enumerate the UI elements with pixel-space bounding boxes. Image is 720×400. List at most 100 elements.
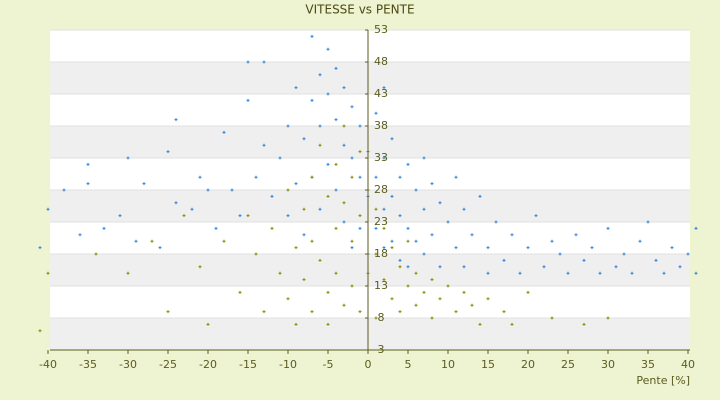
point — [182, 214, 186, 218]
point — [526, 290, 530, 294]
point — [422, 207, 426, 211]
point — [438, 265, 442, 269]
point — [446, 284, 450, 288]
point — [614, 265, 618, 269]
point — [334, 226, 338, 230]
point — [198, 175, 202, 179]
point — [326, 322, 330, 326]
point — [630, 271, 634, 275]
x-tick-label: 10 — [441, 358, 455, 371]
point — [558, 252, 562, 256]
point — [430, 233, 434, 237]
point — [382, 246, 386, 250]
point — [310, 175, 314, 179]
point — [310, 98, 314, 102]
point — [654, 258, 658, 262]
point — [310, 310, 314, 314]
point — [46, 207, 50, 211]
point — [262, 310, 266, 314]
point — [350, 156, 354, 160]
point — [238, 214, 242, 218]
point — [174, 201, 178, 205]
grid-band — [50, 126, 690, 158]
point — [318, 124, 322, 128]
point — [358, 214, 362, 218]
point — [142, 182, 146, 186]
point — [326, 162, 330, 166]
point — [38, 246, 42, 250]
point — [166, 150, 170, 154]
y-tick-label: 18 — [374, 247, 388, 260]
y-tick-label: 13 — [374, 279, 388, 292]
point — [502, 258, 506, 262]
point — [222, 239, 226, 243]
point — [166, 310, 170, 314]
y-tick-label: 8 — [378, 311, 385, 324]
point — [638, 239, 642, 243]
x-tick-label: -10 — [279, 358, 297, 371]
point — [230, 188, 234, 192]
point — [470, 233, 474, 237]
x-tick-label: -5 — [323, 358, 334, 371]
point — [486, 271, 490, 275]
point — [126, 156, 130, 160]
point — [486, 246, 490, 250]
point — [678, 265, 682, 269]
point — [414, 239, 418, 243]
point — [310, 239, 314, 243]
x-tick-label: 35 — [641, 358, 655, 371]
y-tick-label: 33 — [374, 151, 388, 164]
point — [318, 143, 322, 147]
point — [334, 188, 338, 192]
point — [518, 271, 522, 275]
point — [286, 214, 290, 218]
point — [254, 175, 258, 179]
point — [526, 246, 530, 250]
point — [206, 322, 210, 326]
points — [38, 34, 698, 333]
point — [390, 137, 394, 141]
point — [262, 143, 266, 147]
point — [102, 226, 106, 230]
point — [326, 47, 330, 51]
point — [334, 66, 338, 70]
x-axis-label: Pente [%] — [636, 374, 690, 387]
point — [694, 226, 698, 230]
point — [254, 252, 258, 256]
point — [462, 290, 466, 294]
point — [358, 175, 362, 179]
point — [134, 239, 138, 243]
point — [302, 137, 306, 141]
point — [278, 156, 282, 160]
point — [646, 220, 650, 224]
point — [598, 271, 602, 275]
x-tick-label: 5 — [405, 358, 412, 371]
point — [398, 175, 402, 179]
x-tick-label: -30 — [119, 358, 137, 371]
point — [398, 265, 402, 269]
point — [606, 226, 610, 230]
x-tick-label: 0 — [365, 358, 372, 371]
point — [414, 303, 418, 307]
x-tick-label: -20 — [199, 358, 217, 371]
point — [550, 239, 554, 243]
point — [286, 188, 290, 192]
point — [86, 182, 90, 186]
point — [46, 271, 50, 275]
point — [350, 239, 354, 243]
point — [246, 214, 250, 218]
point — [534, 214, 538, 218]
point — [78, 233, 82, 237]
chart-title: VITESSE vs PENTE — [305, 3, 414, 17]
point — [406, 239, 410, 243]
point — [326, 194, 330, 198]
point — [590, 246, 594, 250]
point — [150, 239, 154, 243]
point — [398, 214, 402, 218]
point — [374, 111, 378, 115]
point — [94, 252, 98, 256]
point — [462, 207, 466, 211]
point — [318, 258, 322, 262]
point — [430, 316, 434, 320]
point — [358, 150, 362, 154]
